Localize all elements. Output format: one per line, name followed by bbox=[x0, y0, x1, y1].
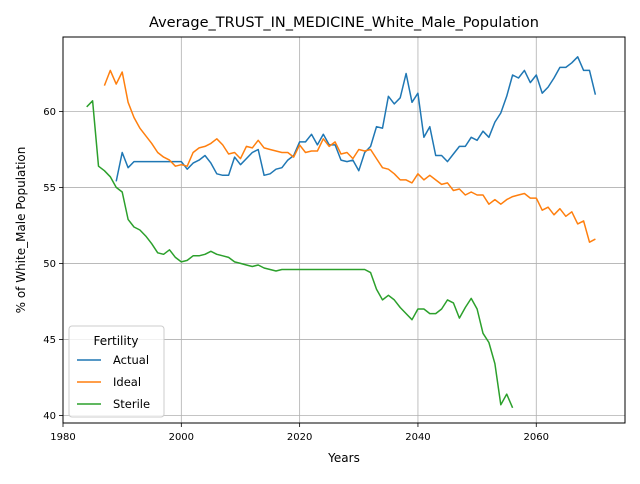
series-lines bbox=[86, 56, 597, 409]
x-tick-label: 2060 bbox=[524, 432, 549, 443]
x-tick-label: 2000 bbox=[169, 432, 194, 443]
x-tick-label: 2040 bbox=[405, 432, 430, 443]
chart-title: Average_TRUST_IN_MEDICINE_White_Male_Pop… bbox=[149, 15, 539, 31]
y-axis-label: % of White_Male Population bbox=[14, 147, 28, 314]
y-axis-ticks: 40 45 50 55 60 bbox=[43, 107, 63, 422]
y-tick-label: 50 bbox=[43, 259, 56, 270]
x-axis-ticks: 1980 2000 2020 2040 2060 bbox=[50, 423, 549, 443]
legend-title: Fertility bbox=[93, 334, 138, 348]
x-tick-label: 2020 bbox=[287, 432, 312, 443]
legend-box bbox=[68, 325, 165, 418]
legend-label-actual: Actual bbox=[113, 353, 149, 367]
y-tick-label: 60 bbox=[43, 107, 56, 118]
series-line-sterile bbox=[86, 100, 514, 409]
legend: Fertility Actual Ideal Sterile bbox=[68, 325, 165, 418]
y-tick-label: 55 bbox=[43, 183, 56, 194]
series-line-actual bbox=[115, 56, 597, 182]
plot-frame bbox=[62, 36, 626, 424]
grid bbox=[62, 37, 625, 423]
legend-label-sterile: Sterile bbox=[113, 397, 150, 411]
x-axis-label: Years bbox=[327, 451, 360, 465]
series-line-ideal bbox=[103, 69, 596, 243]
x-tick-label: 1980 bbox=[50, 432, 75, 443]
y-tick-label: 40 bbox=[43, 411, 56, 422]
y-tick-label: 45 bbox=[43, 335, 56, 346]
legend-label-ideal: Ideal bbox=[113, 375, 141, 389]
